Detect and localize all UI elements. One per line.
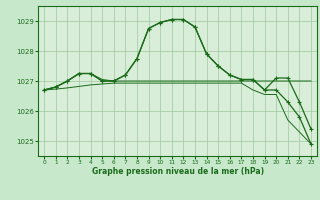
X-axis label: Graphe pression niveau de la mer (hPa): Graphe pression niveau de la mer (hPa) — [92, 167, 264, 176]
